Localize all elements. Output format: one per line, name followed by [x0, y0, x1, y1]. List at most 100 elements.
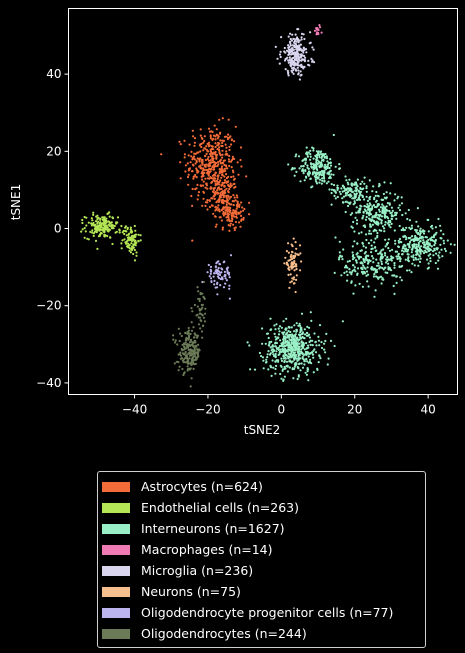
scatter-point — [296, 53, 300, 56]
scatter-point — [226, 270, 229, 273]
scatter-point — [229, 209, 232, 212]
scatter-point — [214, 138, 217, 141]
scatter-point — [274, 372, 277, 375]
legend-item: Interneurons (n=1627) — [98, 518, 425, 539]
scatter-point — [377, 262, 380, 265]
scatter-point — [297, 41, 300, 44]
scatter-point — [410, 255, 413, 258]
scatter-point — [186, 332, 189, 335]
scatter-point — [190, 150, 193, 153]
scatter-point — [394, 211, 397, 214]
scatter-point — [103, 216, 106, 219]
scatter-point — [225, 196, 228, 199]
scatter-point — [293, 363, 296, 366]
scatter-point — [290, 267, 293, 270]
scatter-point — [179, 351, 182, 354]
scatter-point — [372, 204, 375, 207]
scatter-point — [400, 196, 403, 199]
scatter-point — [418, 255, 421, 258]
scatter-point — [105, 224, 108, 227]
scatter-point — [318, 156, 321, 159]
scatter-point — [379, 251, 382, 254]
scatter-point — [80, 230, 83, 233]
scatter-point — [306, 325, 309, 328]
scatter-point — [353, 256, 356, 259]
scatter-point — [353, 200, 356, 203]
scatter-point — [185, 361, 188, 364]
scatter-point — [363, 198, 366, 201]
scatter-point — [298, 322, 301, 325]
x-tick-label: −40 — [122, 403, 147, 417]
scatter-point — [216, 275, 219, 278]
scatter-point — [293, 269, 296, 272]
scatter-point — [406, 269, 409, 272]
scatter-point — [363, 205, 366, 208]
scatter-point — [321, 179, 324, 182]
scatter-point — [309, 352, 312, 355]
scatter-point — [301, 168, 304, 172]
scatter-point — [282, 333, 285, 336]
scatter-point — [199, 143, 202, 146]
scatter-point — [427, 245, 430, 248]
scatter-point — [292, 37, 295, 41]
scatter-point — [380, 215, 384, 218]
scatter-point — [394, 250, 397, 253]
scatter-point — [305, 373, 308, 376]
scatter-point — [177, 327, 180, 330]
legend-swatch — [102, 607, 130, 618]
scatter-point — [201, 137, 204, 140]
scatter-point — [377, 264, 380, 267]
scatter-point — [182, 352, 185, 356]
scatter-point — [383, 252, 387, 255]
scatter-point — [125, 242, 128, 245]
scatter-point — [201, 160, 204, 164]
scatter-point — [358, 209, 361, 213]
scatter-point — [205, 184, 209, 187]
scatter-point — [179, 177, 182, 180]
scatter-point — [125, 234, 128, 237]
scatter-point — [96, 228, 99, 231]
scatter-point — [236, 196, 239, 199]
scatter-point — [333, 271, 336, 274]
scatter-point — [106, 234, 109, 238]
scatter-point — [327, 357, 330, 360]
scatter-point — [220, 267, 223, 270]
scatter-point — [305, 176, 308, 179]
scatter-point — [92, 234, 95, 237]
scatter-point — [108, 224, 111, 227]
scatter-point — [430, 245, 433, 248]
scatter-point — [220, 276, 223, 279]
scatter-point — [294, 354, 297, 357]
scatter-points — [80, 24, 456, 388]
scatter-point — [228, 197, 231, 200]
scatter-point — [352, 292, 355, 295]
scatter-point — [387, 217, 390, 220]
scatter-point — [227, 195, 230, 198]
scatter-point — [318, 324, 322, 327]
scatter-point — [198, 299, 201, 303]
scatter-point — [398, 209, 402, 212]
scatter-point — [188, 354, 192, 357]
scatter-point — [267, 336, 270, 340]
scatter-point — [227, 224, 230, 227]
scatter-point — [209, 150, 212, 153]
scatter-point — [297, 253, 300, 256]
scatter-point — [287, 329, 290, 333]
scatter-point — [184, 350, 187, 354]
scatter-point — [221, 141, 224, 144]
scatter-point — [348, 259, 351, 263]
scatter-point — [115, 230, 118, 233]
scatter-point — [216, 137, 219, 140]
scatter-point — [438, 256, 441, 259]
scatter-point — [302, 47, 305, 50]
scatter-point — [380, 249, 383, 252]
scatter-point — [210, 270, 213, 273]
scatter-point — [286, 370, 289, 373]
scatter-point — [365, 270, 369, 273]
scatter-point — [225, 279, 228, 282]
scatter-point — [228, 148, 231, 152]
scatter-point — [326, 160, 329, 163]
scatter-point — [427, 218, 430, 222]
scatter-point — [215, 133, 218, 136]
scatter-point — [90, 217, 93, 220]
